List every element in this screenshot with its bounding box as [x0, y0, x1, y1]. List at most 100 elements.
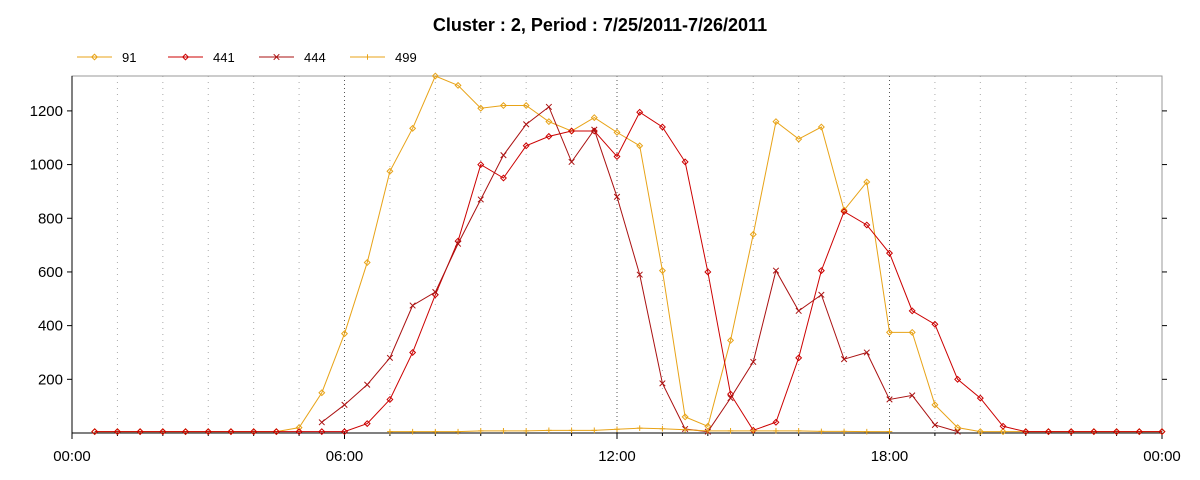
- data-point: [545, 103, 553, 111]
- data-point: [727, 428, 734, 434]
- data-point: [885, 249, 894, 257]
- x-tick-label: 18:00: [871, 448, 909, 465]
- data-point: [658, 123, 666, 131]
- data-point: [658, 267, 666, 275]
- data-point: [1067, 428, 1075, 436]
- data-point: [931, 421, 939, 429]
- data-point: [818, 291, 825, 298]
- data-point: [522, 102, 530, 110]
- data-point: [613, 193, 621, 200]
- data-point: [613, 153, 621, 161]
- series-91: [91, 72, 1166, 436]
- data-point: [682, 426, 688, 433]
- data-point: [454, 81, 462, 89]
- data-point: [909, 392, 916, 399]
- series-layer: [91, 72, 1166, 436]
- data-point: [750, 358, 757, 366]
- data-point: [523, 121, 530, 128]
- data-point: [591, 126, 598, 133]
- data-point: [795, 354, 803, 362]
- data-point: [159, 428, 167, 436]
- data-point: [681, 413, 689, 421]
- data-point: [477, 161, 485, 169]
- data-point: [863, 221, 871, 229]
- data-point: [545, 132, 553, 140]
- data-point: [477, 428, 484, 434]
- series-line: [321, 106, 958, 433]
- x-tick-label: 06:00: [326, 448, 364, 465]
- data-point: [590, 114, 598, 122]
- data-point: [499, 174, 507, 182]
- series-499: [387, 425, 893, 435]
- x-tick-label: 12:00: [598, 448, 636, 465]
- data-point: [409, 124, 417, 132]
- data-point: [341, 401, 348, 408]
- series-444: [318, 103, 961, 435]
- legend-item: 499: [350, 50, 417, 65]
- data-point: [499, 102, 507, 110]
- data-point: [386, 354, 394, 361]
- data-point: [364, 54, 371, 60]
- chart-title: Cluster : 2, Period : 7/25/2011-7/26/201…: [433, 15, 767, 35]
- data-point: [182, 428, 190, 436]
- data-point: [90, 53, 99, 61]
- data-point: [273, 53, 280, 61]
- x-tick-label: 00:00: [53, 448, 91, 465]
- data-point: [999, 428, 1007, 436]
- data-point: [841, 428, 847, 435]
- data-point: [272, 428, 280, 436]
- data-point: [636, 425, 643, 431]
- data-point: [931, 401, 939, 409]
- data-point: [817, 123, 825, 131]
- data-point: [727, 336, 735, 344]
- data-point: [181, 53, 190, 61]
- y-tick-label: 1000: [30, 157, 63, 174]
- data-point: [727, 390, 735, 398]
- data-point: [795, 135, 803, 143]
- data-point: [295, 428, 303, 436]
- data-point: [705, 428, 711, 434]
- data-point: [113, 428, 121, 436]
- data-point: [931, 320, 939, 328]
- data-point: [772, 267, 780, 274]
- data-point: [318, 389, 326, 397]
- legend-label: 441: [213, 50, 235, 65]
- data-point: [954, 428, 961, 435]
- data-point: [386, 395, 394, 403]
- data-point: [340, 428, 349, 436]
- data-point: [590, 127, 598, 135]
- data-point: [1158, 428, 1166, 436]
- data-point: [704, 268, 712, 276]
- y-tick-label: 600: [38, 264, 63, 281]
- data-point: [454, 240, 462, 247]
- data-point: [250, 428, 258, 436]
- data-point: [363, 259, 371, 267]
- data-point: [204, 428, 212, 436]
- data-point: [885, 328, 894, 336]
- data-point: [91, 428, 99, 436]
- series-line: [94, 75, 1162, 433]
- y-tick-label: 400: [38, 318, 63, 335]
- data-point: [886, 428, 893, 435]
- data-point: [773, 428, 779, 434]
- data-point: [1135, 428, 1143, 436]
- legend-label: 444: [304, 50, 326, 65]
- data-point: [681, 158, 689, 166]
- legend: 91 441 444 499: [77, 50, 417, 65]
- data-point: [908, 307, 916, 315]
- data-point: [364, 381, 371, 388]
- data-point: [659, 380, 666, 387]
- data-point: [795, 307, 802, 315]
- legend-label: 91: [122, 50, 136, 65]
- data-point: [409, 302, 416, 309]
- data-point: [840, 206, 848, 214]
- data-point: [432, 288, 439, 296]
- data-point: [840, 356, 848, 363]
- data-point: [568, 427, 575, 434]
- data-point: [409, 348, 417, 356]
- data-point: [340, 330, 349, 338]
- series-line: [94, 111, 1162, 433]
- data-point: [591, 427, 598, 434]
- data-point: [136, 428, 144, 436]
- data-point: [409, 428, 416, 435]
